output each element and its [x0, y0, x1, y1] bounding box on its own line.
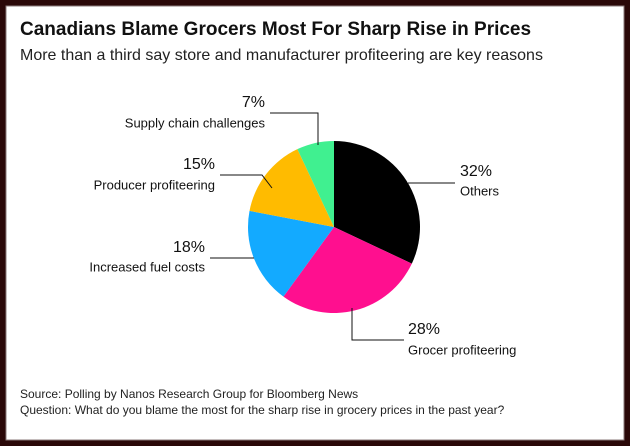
pie-slice	[297, 141, 334, 227]
value-label: 18%	[173, 239, 205, 256]
pie-slice	[248, 210, 334, 297]
category-label: Grocer profiteering	[408, 342, 516, 357]
value-label: 7%	[242, 94, 265, 111]
leader-line	[220, 174, 273, 189]
category-label: Producer profiteering	[94, 177, 215, 192]
value-label: 15%	[183, 156, 215, 173]
category-label: Supply chain challenges	[125, 115, 266, 130]
category-label: Increased fuel costs	[89, 259, 205, 274]
source: Source: Polling by Nanos Research Group …	[20, 387, 358, 401]
pie-slice	[334, 141, 420, 264]
note: Question: What do you blame the most for…	[20, 403, 505, 417]
pie-slice	[249, 149, 334, 227]
value-label: 32%	[460, 163, 492, 180]
category-label: Others	[460, 183, 500, 198]
value-label: 28%	[408, 321, 440, 338]
pie-slice	[283, 227, 412, 313]
leader-line	[270, 112, 319, 145]
leader-line	[351, 308, 404, 341]
chart-subtitle: More than a third say store and manufact…	[20, 47, 543, 64]
chart-title: Canadians Blame Grocers Most For Sharp R…	[20, 19, 531, 40]
